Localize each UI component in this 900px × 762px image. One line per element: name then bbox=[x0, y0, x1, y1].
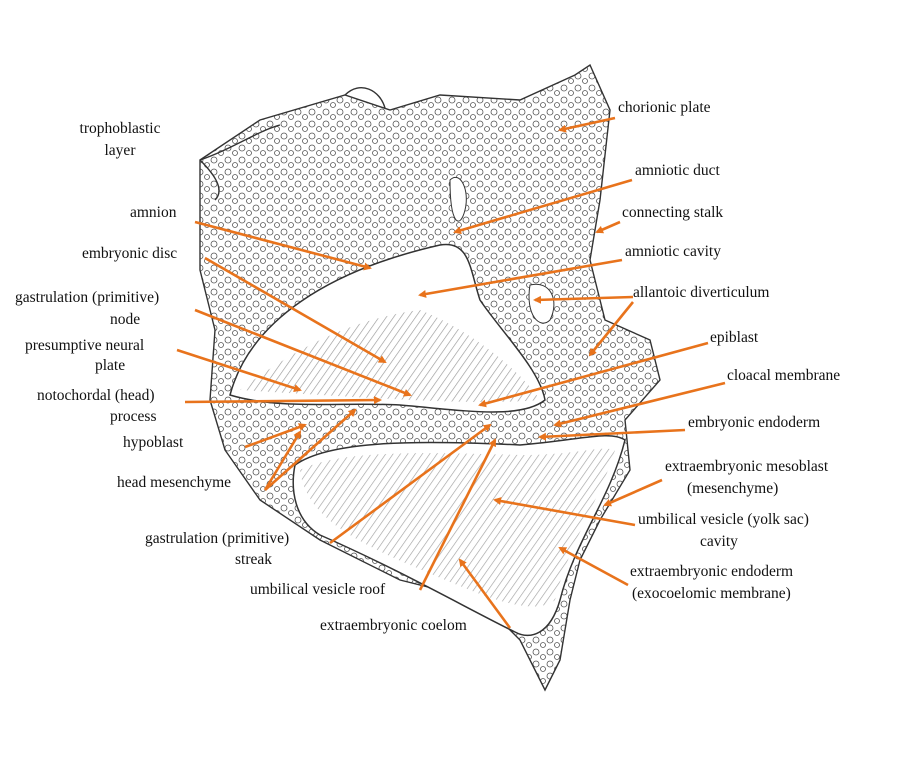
label: extraembryonic coelom bbox=[320, 617, 467, 634]
label: connecting stalk bbox=[622, 204, 723, 221]
label: extraembryonic endoderm bbox=[630, 563, 793, 580]
arrow bbox=[603, 478, 663, 507]
arrow bbox=[453, 178, 633, 235]
arrow bbox=[558, 116, 616, 133]
arrow bbox=[418, 258, 623, 298]
arrow bbox=[194, 220, 372, 271]
label: cloacal membrane bbox=[727, 367, 840, 384]
label: embryonic disc bbox=[82, 245, 177, 262]
label: plate bbox=[95, 357, 125, 374]
arrow bbox=[176, 348, 302, 392]
label: notochordal (head) bbox=[37, 387, 155, 404]
label: allantoic diverticulum bbox=[633, 284, 769, 301]
label: cavity bbox=[700, 533, 738, 550]
arrow bbox=[558, 546, 629, 587]
arrow bbox=[184, 396, 382, 405]
label: streak bbox=[235, 551, 272, 568]
arrow bbox=[244, 423, 307, 449]
label: umbilical vesicle roof bbox=[250, 581, 386, 598]
label: trophoblastic bbox=[80, 120, 161, 137]
arrow bbox=[533, 295, 634, 304]
label: (mesenchyme) bbox=[687, 480, 778, 497]
label: gastrulation (primitive) bbox=[15, 289, 159, 306]
arrow bbox=[595, 220, 621, 234]
label: chorionic plate bbox=[618, 99, 711, 116]
label: process bbox=[110, 408, 157, 425]
arrow bbox=[418, 438, 497, 591]
label: epiblast bbox=[710, 329, 759, 346]
arrow bbox=[493, 497, 636, 527]
label: amnion bbox=[130, 204, 177, 221]
label: head mesenchyme bbox=[117, 474, 231, 491]
arrow bbox=[588, 301, 635, 357]
arrow bbox=[204, 256, 387, 364]
arrow bbox=[329, 423, 492, 545]
label: embryonic endoderm bbox=[688, 414, 820, 431]
label: extraembryonic mesoblast bbox=[665, 458, 829, 475]
label: hypoblast bbox=[123, 434, 184, 451]
label: gastrulation (primitive) bbox=[145, 530, 289, 547]
label: (exocoelomic membrane) bbox=[632, 585, 791, 602]
label: node bbox=[110, 311, 140, 328]
label: amniotic cavity bbox=[625, 243, 721, 260]
label: layer bbox=[105, 142, 137, 159]
arrow bbox=[194, 308, 412, 397]
arrow bbox=[478, 341, 709, 408]
arrow bbox=[553, 381, 726, 428]
label: umbilical vesicle (yolk sac) bbox=[638, 511, 809, 528]
label: presumptive neural bbox=[25, 337, 144, 354]
label: amniotic duct bbox=[635, 162, 720, 179]
arrow bbox=[263, 430, 302, 491]
arrow bbox=[538, 428, 686, 441]
arrow bbox=[264, 408, 357, 491]
arrow bbox=[458, 558, 512, 629]
